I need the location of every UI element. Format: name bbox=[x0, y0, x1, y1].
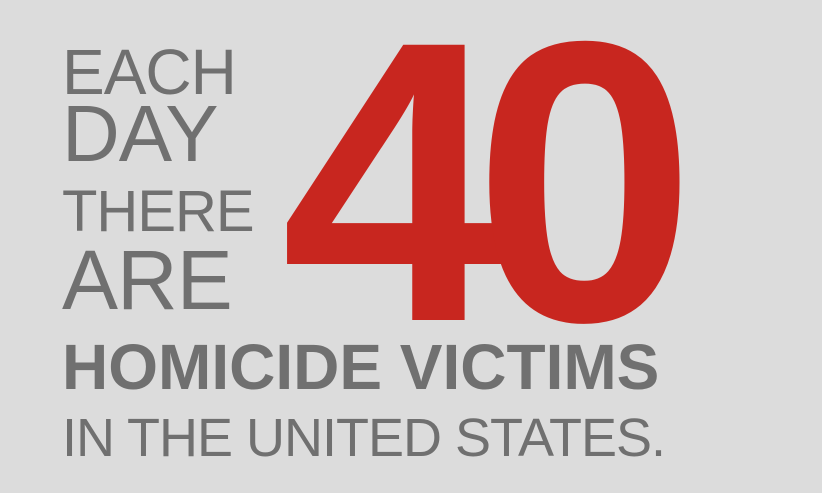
subline-united-states: IN THE UNITED STATES. bbox=[62, 408, 666, 468]
stack-line-are: ARE bbox=[62, 233, 233, 327]
headline-homicide-victims: HOMICIDE VICTIMS bbox=[62, 331, 660, 403]
stack-line-day: DAY bbox=[62, 89, 219, 178]
stack-line-each: EACH bbox=[62, 36, 237, 108]
victim-count-number: 40 bbox=[281, 0, 696, 405]
stack-line-there: THERE bbox=[62, 179, 255, 244]
